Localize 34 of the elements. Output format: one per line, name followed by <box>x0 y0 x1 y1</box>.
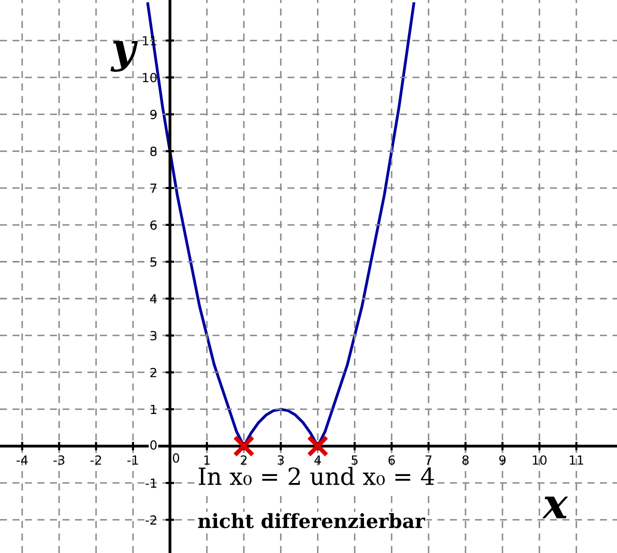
y-tick-label: 4 <box>150 294 157 304</box>
x-tick-label: 10 <box>532 455 547 465</box>
y-tick-label: 0 <box>150 440 157 450</box>
x-axis-title: x <box>542 496 568 518</box>
y-tick-label: -2 <box>146 515 156 525</box>
y-tick-label: 1 <box>150 404 156 414</box>
x-tick-label: -4 <box>16 456 28 465</box>
y-tick-label: 2 <box>150 368 156 378</box>
y-tick-label: 10 <box>142 72 157 82</box>
x-tick-label: 4 <box>314 456 322 465</box>
x-tick-label: 2 <box>240 455 247 465</box>
x-tick-label: -3 <box>53 455 64 465</box>
x-tick-label: 7 <box>426 456 432 465</box>
y-tick-label: 8 <box>150 146 157 156</box>
annotation: In x₀ = 2 und x₀ = 4 <box>198 466 434 486</box>
y-axis-title: y <box>110 41 138 72</box>
y-tick-label: 9 <box>150 110 157 120</box>
y-tick-label: 3 <box>150 330 156 340</box>
annotation: nicht differenzierbar <box>198 513 426 528</box>
x-tick-label: -1 <box>127 456 138 465</box>
x-tick-label: -2 <box>90 455 102 465</box>
x-tick-label: 5 <box>352 456 358 465</box>
x-tick-label: 9 <box>499 455 506 465</box>
x-tick-label: 1 <box>204 456 210 465</box>
x-tick-label: 11 <box>570 456 584 465</box>
y-tick-label: 6 <box>150 220 157 230</box>
y-tick-label: 11 <box>142 36 156 46</box>
y-tick-label: 7 <box>150 184 156 193</box>
y-tick-label: -1 <box>146 478 156 488</box>
x-tick-label: 8 <box>462 455 469 465</box>
y-tick-label: 5 <box>150 257 156 267</box>
x-tick-label: 6 <box>388 455 395 465</box>
x-tick-label: 3 <box>278 455 284 465</box>
x-tick-label: 0 <box>172 453 180 463</box>
